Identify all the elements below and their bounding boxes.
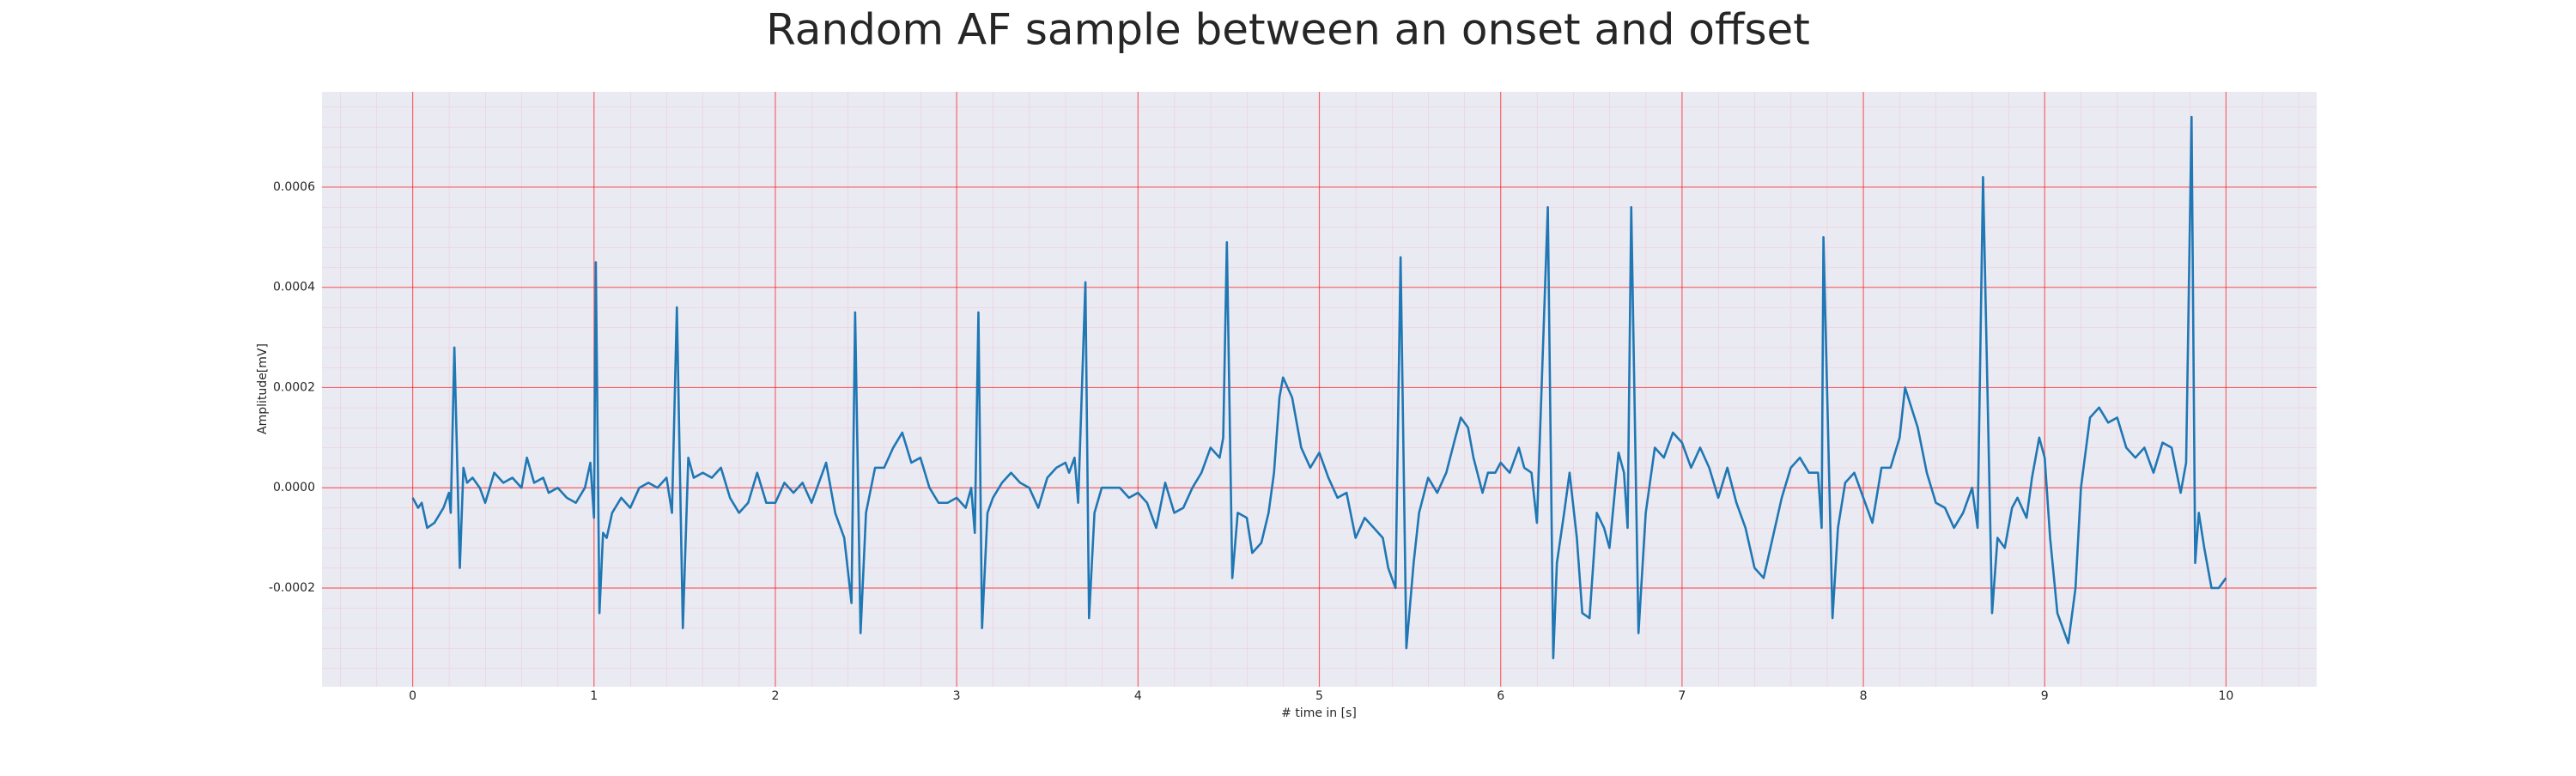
- y-tick-label: 0.0000: [273, 481, 315, 494]
- x-tick-label: 7: [1678, 689, 1686, 703]
- y-tick-label: -0.0002: [269, 581, 315, 595]
- signal-line: [411, 115, 2227, 660]
- series-group: [411, 115, 2227, 660]
- x-tick-label: 10: [2218, 689, 2233, 703]
- y-tick-label: 0.0006: [273, 180, 315, 194]
- x-tick-label: 3: [953, 689, 961, 703]
- x-tick-label: 1: [590, 689, 598, 703]
- x-tick-label: 4: [1134, 689, 1142, 703]
- x-tick-label: 5: [1315, 689, 1323, 703]
- x-tick-label: 0: [409, 689, 416, 703]
- chart-title: Random AF sample between an onset and of…: [766, 5, 1810, 55]
- x-tick-label: 9: [2041, 689, 2049, 703]
- y-axis-label: Amplitude[mV]: [256, 343, 270, 434]
- y-tick-label: 0.0002: [273, 380, 315, 394]
- labels: 0 1 2 3 4 5 6 7 8 9 10 -0.0002 0.0000 0.0002 0.0004 0.0…: [269, 180, 2233, 703]
- y-tick-label: 0.0004: [273, 281, 315, 294]
- x-tick-label: 8: [1860, 689, 1868, 703]
- x-axis-label: # time in [s]: [1281, 706, 1357, 720]
- x-tick-label: 2: [771, 689, 779, 703]
- x-tick-label: 6: [1497, 689, 1504, 703]
